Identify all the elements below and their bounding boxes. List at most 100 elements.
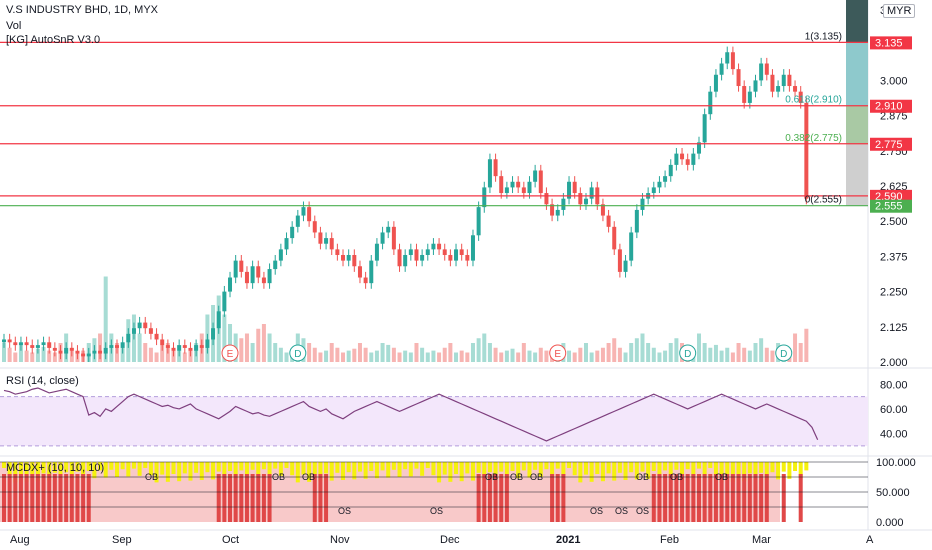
mcdx-retail-bar [567, 462, 572, 468]
mcdx-retail-bar [776, 462, 781, 480]
symbol-title: V.S INDUSTRY BHD, 1D, MYX [6, 4, 159, 16]
mcdx-retail-bar [58, 462, 63, 480]
volume-bar [52, 352, 57, 362]
volume-bar [120, 347, 125, 362]
mcdx-retail-bar [278, 462, 283, 476]
price-tick-label: 3.000 [880, 75, 908, 87]
volume-bar [708, 347, 713, 362]
volume-bar [335, 347, 340, 362]
mcdx-retail-bar [504, 462, 509, 479]
mcdx-banker-bar [222, 474, 227, 522]
mcdx-retail-bar [623, 462, 628, 480]
mcdx-retail-bar [651, 462, 656, 471]
mcdx-retail-bar [578, 462, 583, 483]
mcdx-os-label: OS [590, 506, 603, 516]
mcdx-retail-bar [408, 462, 413, 477]
mcdx-retail-bar [154, 462, 159, 483]
mcdx-retail-bar [550, 462, 555, 477]
mcdx-retail-bar [284, 462, 289, 468]
volume-bar [804, 328, 809, 362]
mcdx-ob-label: OB [530, 472, 543, 482]
volume-bar [324, 350, 329, 362]
candle-body [414, 249, 419, 261]
mcdx-retail-bar [233, 462, 238, 479]
mcdx-retail-bar [324, 462, 329, 474]
mcdx-retail-bar [668, 462, 673, 478]
candle-body [408, 249, 413, 255]
volume-bar [363, 347, 368, 362]
time-axis-label: Aug [10, 534, 30, 546]
candle-body [538, 170, 543, 194]
volume-bar [284, 352, 289, 362]
volume-bar [369, 352, 374, 362]
fib-label: 1(3.135) [805, 31, 842, 42]
mcdx-retail-bar [787, 462, 792, 479]
volume-bar [544, 350, 549, 362]
volume-bar [623, 352, 628, 362]
mcdx-banker-bar [657, 474, 662, 522]
candle-body [634, 209, 639, 233]
candle-body [278, 249, 283, 261]
volume-bar [256, 328, 261, 362]
mcdx-retail-bar [770, 462, 775, 473]
mcdx-os-label: OS [636, 506, 649, 516]
mcdx-banker-bar [13, 474, 18, 522]
volume-bar [606, 343, 611, 362]
mcdx-retail-bar [544, 462, 549, 470]
volume-bar [516, 352, 521, 362]
mcdx-banker-bar [64, 474, 69, 522]
mcdx-retail-bar [369, 462, 374, 471]
candle-body [668, 164, 673, 177]
currency-button[interactable]: MYR [883, 4, 916, 18]
candle-body [188, 347, 193, 351]
mcdx-retail-bar [115, 462, 120, 477]
mcdx-retail-bar [612, 462, 617, 481]
volume-bar [346, 350, 351, 362]
volume-bar [719, 350, 724, 362]
mcdx-retail-bar [295, 462, 300, 483]
candle-body [431, 243, 436, 250]
mcdx-retail-bar [75, 462, 80, 472]
volume-bar [759, 338, 764, 362]
mcdx-banker-bar [256, 474, 261, 522]
candle-body [685, 159, 690, 165]
volume-bar [482, 333, 487, 362]
volume-bar [182, 352, 187, 362]
candle-body [533, 170, 538, 182]
price-tick-label: 2.500 [880, 216, 908, 228]
mcdx-banker-bar [702, 474, 707, 522]
mcdx-retail-bar [730, 462, 735, 482]
mcdx-retail-bar [493, 462, 498, 480]
mcdx-banker-bar [312, 474, 317, 522]
volume-bar [487, 343, 492, 362]
mcdx-banker-bar [239, 474, 244, 522]
candle-body [736, 69, 741, 87]
candle-body [256, 266, 261, 278]
mcdx-banker-bar [555, 474, 560, 522]
volume-bar [273, 343, 278, 362]
mcdx-retail-bar [261, 462, 266, 470]
mcdx-retail-bar [131, 462, 136, 469]
volume-bar [278, 347, 283, 362]
mcdx-retail-bar [804, 462, 809, 471]
candle-body [719, 63, 724, 75]
mcdx-banker-bar [499, 474, 504, 522]
volume-bar [2, 343, 6, 362]
volume-bar [374, 350, 379, 362]
mcdx-retail-bar [747, 462, 752, 474]
mcdx-banker-bar [81, 474, 86, 522]
volume-bar [239, 338, 244, 362]
mcdx-banker-bar [550, 474, 555, 522]
mcdx-retail-bar [516, 462, 521, 479]
volume-bar [646, 343, 651, 362]
time-axis-label: Nov [330, 534, 350, 546]
mcdx-banker-bar [318, 474, 323, 522]
mcdx-retail-bar [538, 462, 543, 477]
price-badge-label: 2.910 [875, 101, 903, 113]
mcdx-banker-bar [58, 474, 63, 522]
mcdx-retail-bar [69, 462, 74, 480]
mcdx-banker-bar [216, 474, 221, 522]
mcdx-retail-bar [30, 462, 35, 474]
mcdx-retail-bar [103, 462, 108, 478]
